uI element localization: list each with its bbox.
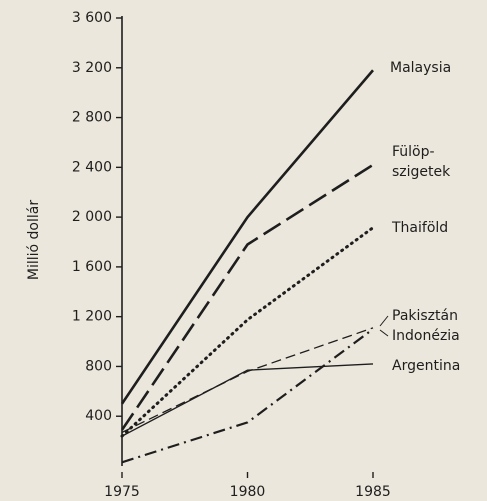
series-label: Malaysia: [390, 60, 451, 76]
y-tick-label: 2 000: [72, 209, 112, 225]
y-tick-label: 1 200: [72, 309, 112, 325]
series-label-line: Fülöp-: [392, 144, 435, 160]
series-line: [120, 69, 374, 405]
y-tick-label: 2 800: [72, 110, 112, 126]
y-tick-label: 2 400: [72, 159, 112, 175]
series-label: Thaiföld: [391, 220, 448, 236]
y-tick-label: 3 200: [72, 60, 112, 76]
series-line: [121, 327, 374, 433]
x-tick-label: 1980: [230, 484, 266, 500]
y-tick-label: 3 600: [72, 10, 112, 26]
series-line: [121, 328, 374, 464]
series-label: Fülöp-szigetek: [392, 144, 451, 180]
series-line: [120, 226, 375, 438]
x-tick-label: 1985: [355, 484, 391, 500]
series-label: Argentina: [392, 358, 460, 374]
series-line: [121, 363, 374, 437]
series-line: [120, 163, 374, 431]
leader: [379, 315, 389, 327]
series-label: Pakisztán: [392, 308, 458, 324]
y-tick-label: 800: [85, 358, 112, 374]
series-label: Indonézia: [392, 328, 460, 344]
leader: [379, 329, 389, 337]
y-axis-label: Millió dollár: [26, 200, 42, 280]
series-label-line: szigetek: [392, 164, 451, 180]
x-tick-label: 1975: [104, 484, 140, 500]
y-tick-label: 1 600: [72, 259, 112, 275]
y-tick-label: 400: [85, 408, 112, 424]
